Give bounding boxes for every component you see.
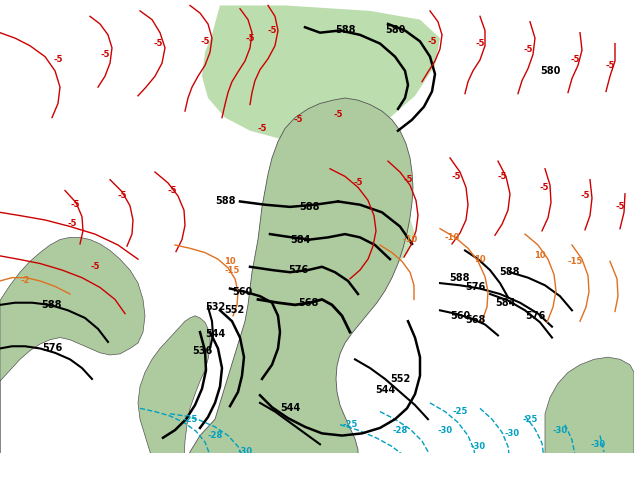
Text: 584: 584 (290, 235, 310, 245)
Text: 580: 580 (540, 66, 560, 76)
Text: 576: 576 (525, 311, 545, 321)
Text: -5: -5 (540, 183, 549, 192)
Text: ©weatheronline.co.uk: ©weatheronline.co.uk (476, 473, 593, 483)
Text: -5: -5 (353, 178, 363, 188)
Text: -5: -5 (257, 124, 267, 133)
Text: Height/Temp. 500 hPa [gdmp][°C] ECMWF: Height/Temp. 500 hPa [gdmp][°C] ECMWF (6, 453, 238, 463)
Text: -5: -5 (200, 37, 210, 46)
Text: -15: -15 (567, 257, 583, 266)
Text: 10: 10 (534, 251, 546, 260)
Text: -5: -5 (268, 26, 277, 35)
Text: -5: -5 (451, 172, 461, 181)
Text: ©weatheronline.co.uk: ©weatheronline.co.uk (476, 473, 593, 483)
Text: -25: -25 (342, 420, 358, 429)
Text: -5: -5 (615, 202, 624, 211)
Text: 544: 544 (375, 385, 395, 395)
Text: -28: -28 (207, 431, 223, 440)
Polygon shape (180, 98, 413, 490)
Polygon shape (0, 237, 145, 485)
Text: Mo 10-06-2024 06:00 UTC (00+102): Mo 10-06-2024 06:00 UTC (00+102) (393, 453, 593, 463)
Text: 560: 560 (232, 287, 252, 297)
Text: -5: -5 (90, 262, 100, 271)
Text: 580: 580 (385, 25, 405, 35)
Text: -5: -5 (403, 175, 413, 184)
Text: -5: -5 (67, 219, 77, 228)
Text: -25: -25 (183, 415, 198, 424)
Text: -5: -5 (70, 200, 80, 209)
Text: -30: -30 (437, 426, 453, 435)
Text: 10: 10 (474, 255, 486, 264)
Text: Mo 10-06-2024 06:00 UTC (00+102): Mo 10-06-2024 06:00 UTC (00+102) (393, 455, 593, 465)
Text: -5: -5 (570, 55, 579, 64)
Text: -5: -5 (523, 45, 533, 53)
Text: 588: 588 (500, 267, 521, 277)
Text: 588: 588 (42, 300, 62, 310)
Polygon shape (545, 357, 634, 485)
Text: -2: -2 (20, 276, 30, 286)
Text: -5: -5 (153, 39, 163, 48)
Text: Height/Temp. 500 hPa [gdmp][°C] ECMWF: Height/Temp. 500 hPa [gdmp][°C] ECMWF (6, 455, 238, 465)
Text: -5: -5 (53, 55, 63, 64)
Text: 568: 568 (465, 315, 485, 325)
Text: 560: 560 (450, 311, 470, 321)
Text: 568: 568 (298, 298, 318, 308)
Text: -5: -5 (476, 39, 485, 48)
Text: 552: 552 (224, 305, 244, 316)
Text: 588: 588 (335, 25, 355, 35)
Text: -30: -30 (505, 429, 519, 438)
Text: -5: -5 (117, 192, 127, 200)
Text: 584: 584 (495, 298, 515, 308)
Text: -25: -25 (522, 415, 538, 424)
Text: 588: 588 (215, 196, 235, 206)
Text: 536: 536 (192, 345, 212, 356)
Text: -5: -5 (605, 61, 615, 70)
Text: 588: 588 (450, 272, 470, 283)
Text: -30: -30 (552, 426, 567, 435)
Text: -30: -30 (470, 442, 486, 451)
Text: 576: 576 (288, 265, 308, 275)
Text: 10: 10 (224, 257, 236, 266)
Polygon shape (202, 5, 440, 139)
Text: -10: -10 (403, 235, 418, 244)
Text: 552: 552 (390, 374, 410, 384)
Text: 588: 588 (300, 202, 320, 212)
Polygon shape (138, 316, 210, 485)
Text: 544: 544 (280, 403, 300, 414)
Text: -5: -5 (294, 115, 303, 124)
Text: -5: -5 (245, 34, 255, 43)
Text: -28: -28 (392, 426, 408, 435)
Text: -5: -5 (427, 37, 437, 46)
Text: -25: -25 (452, 407, 468, 416)
Text: -30: -30 (238, 447, 252, 456)
Text: 576: 576 (42, 343, 62, 353)
Text: 576: 576 (465, 282, 485, 293)
Text: -5: -5 (497, 172, 507, 181)
Text: -5: -5 (167, 186, 177, 195)
Polygon shape (272, 180, 415, 278)
Text: 544: 544 (205, 329, 225, 339)
Text: -10: -10 (444, 233, 460, 242)
Text: -30: -30 (590, 440, 605, 449)
Text: 532: 532 (205, 302, 225, 312)
Text: -5: -5 (333, 110, 343, 119)
Text: -15: -15 (224, 266, 240, 274)
Text: -5: -5 (100, 50, 110, 59)
Text: -5: -5 (580, 192, 590, 200)
